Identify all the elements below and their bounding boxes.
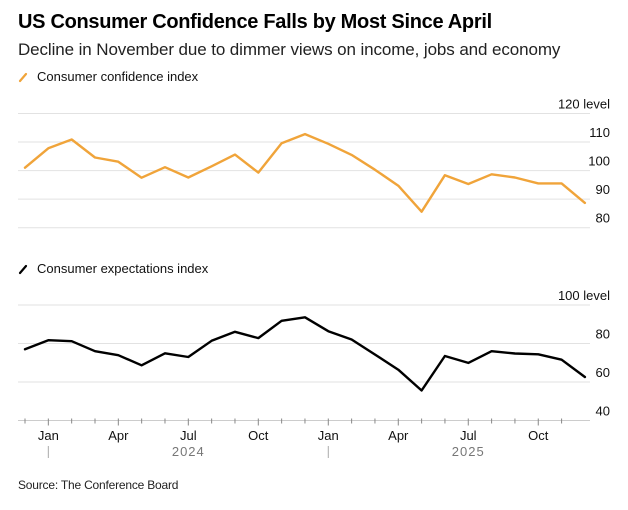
expectations-y-tick-labels: 40 60 80 100 level [558, 288, 610, 419]
source-note: Source: The Conference Board [18, 478, 179, 492]
confidence-line [23, 132, 587, 213]
x-tick-label: Jul [460, 428, 477, 443]
x-year-label: 2025 [452, 444, 485, 459]
confidence-y-tick-label: 120 level [558, 97, 610, 112]
confidence-series [23, 132, 587, 213]
confidence-y-tick-label: 100 [588, 154, 610, 169]
legend-expectations: Consumer expectations index [18, 261, 208, 276]
confidence-y-tick-label: 80 [596, 211, 610, 226]
legend-label-expectations: Consumer expectations index [37, 261, 209, 276]
x-tick-label: Oct [528, 428, 549, 443]
x-tick-label: Jan [318, 428, 339, 443]
legend-line-icon-confidence [18, 72, 28, 82]
expectations-y-tick-label: 40 [596, 404, 610, 419]
expectations-y-tick-label: 80 [596, 327, 610, 342]
x-tick-label: Apr [108, 428, 129, 443]
x-axis: Jan Apr Jul Oct Jan Apr Jul Oct 2024 2025 [18, 418, 590, 459]
x-tick-label: Apr [388, 428, 409, 443]
expectations-gridlines [18, 304, 590, 383]
legend-confidence: Consumer confidence index [18, 69, 198, 84]
x-tick-label: Jan [38, 428, 59, 443]
legend-label-confidence: Consumer confidence index [37, 69, 199, 84]
expectations-y-tick-label: 60 [596, 365, 610, 380]
confidence-y-tick-label: 90 [596, 182, 610, 197]
x-year-label: 2024 [172, 444, 205, 459]
x-tick-label: Jul [180, 428, 197, 443]
legend-line-icon-expectations [18, 264, 28, 274]
chart-title: US Consumer Confidence Falls by Most Sin… [18, 11, 492, 33]
x-tick-label: Oct [248, 428, 269, 443]
chart-subtitle: Decline in November due to dimmer views … [18, 40, 561, 59]
confidence-y-tick-labels: 80 90 100 110 120 level [558, 97, 610, 226]
expectations-y-tick-label: 100 level [558, 288, 610, 303]
expectations-series [23, 316, 587, 392]
confidence-y-tick-label: 110 [589, 125, 610, 140]
confidence-gridlines [18, 113, 590, 229]
expectations-line [23, 316, 587, 392]
